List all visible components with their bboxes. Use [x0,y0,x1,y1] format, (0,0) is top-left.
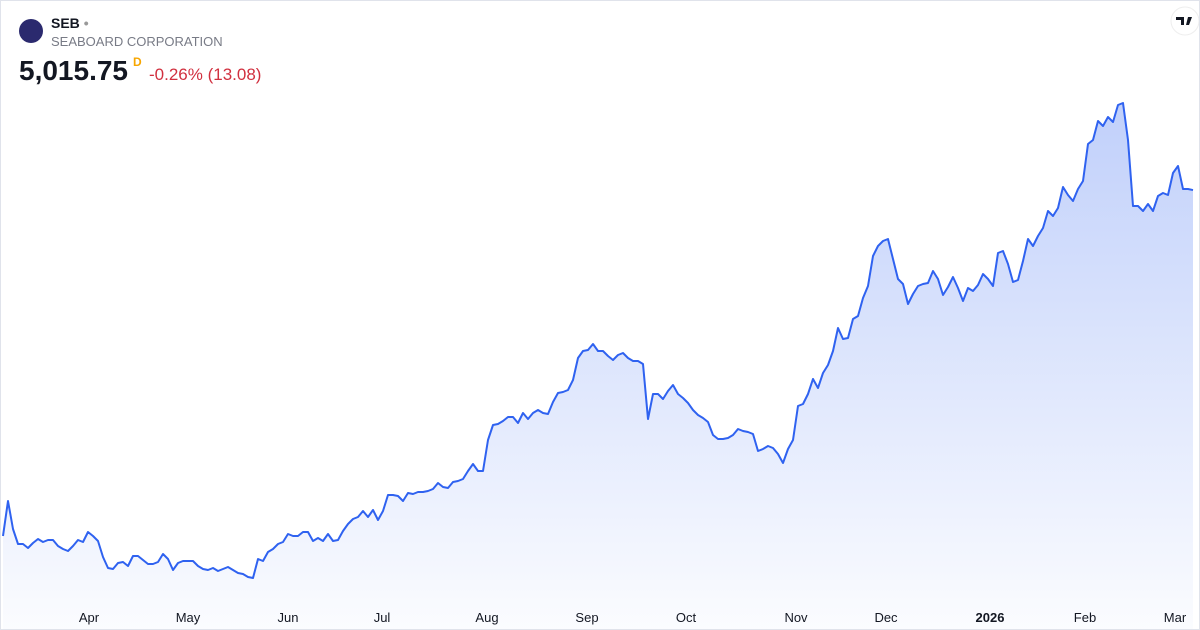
x-tick-label: 2026 [976,610,1005,625]
x-tick-label: Oct [676,610,697,625]
symbol-logo [19,19,43,43]
area-fill [3,103,1193,629]
interval: D [133,55,142,69]
symbol: SEB • [51,15,89,31]
company-name: SEABOARD CORPORATION [51,34,223,49]
x-tick-label: May [176,610,201,625]
x-tick-label: Aug [475,610,498,625]
price: 5,015.75 [19,55,128,86]
x-tick-label: Mar [1164,610,1187,625]
change: -0.26% (13.08) [149,65,262,84]
x-tick-label: Jul [374,610,391,625]
x-tick-label: Jun [278,610,299,625]
x-tick-label: Sep [575,610,598,625]
x-tick-label: Apr [79,610,100,625]
x-tick-label: Dec [874,610,898,625]
price-line [2,102,1194,579]
x-tick-label: Feb [1074,610,1096,625]
tv-logo[interactable] [1170,6,1199,36]
x-tick-label: Nov [784,610,808,625]
